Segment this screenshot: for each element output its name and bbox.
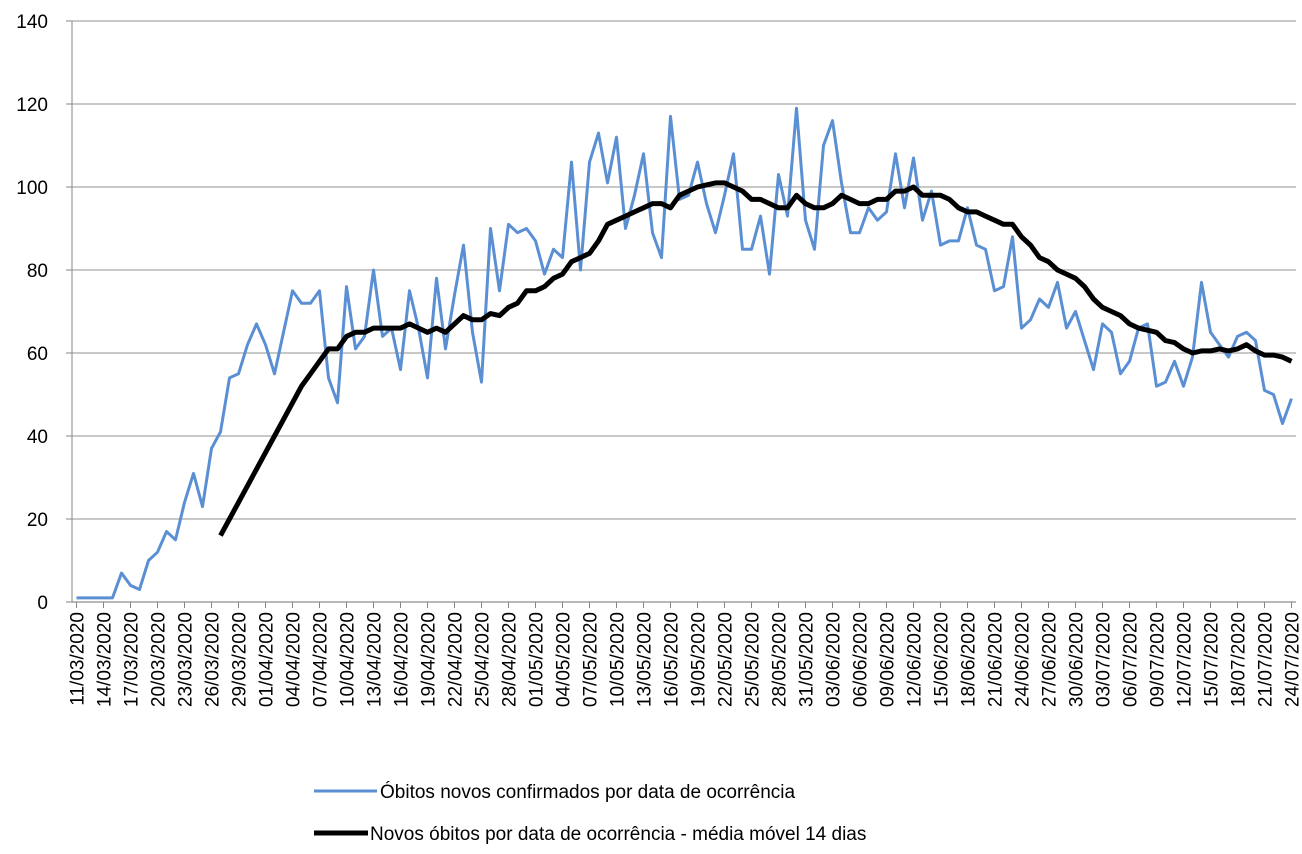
y-tick-label: 100 (16, 178, 48, 199)
x-tick-label: 25/05/2020 (743, 612, 764, 707)
x-tick-label: 10/05/2020 (608, 612, 629, 707)
x-tick-label: 15/07/2020 (1202, 612, 1223, 707)
x-tick-label: 07/05/2020 (581, 612, 602, 707)
x-tick-label: 22/04/2020 (446, 612, 467, 707)
x-tick-label: 30/06/2020 (1067, 612, 1088, 707)
x-tick-label: 10/04/2020 (338, 612, 359, 707)
x-tick-label: 18/07/2020 (1229, 612, 1250, 707)
x-tick-label: 18/06/2020 (959, 612, 980, 707)
x-tick-label: 17/03/2020 (122, 612, 143, 707)
legend-label: Óbitos novos confirmados por data de oco… (380, 781, 795, 803)
x-tick-label: 01/05/2020 (527, 612, 548, 707)
x-tick-label: 04/05/2020 (554, 612, 575, 707)
x-tick-label: 14/03/2020 (95, 612, 116, 707)
x-tick-label: 06/06/2020 (851, 612, 872, 707)
x-tick-label: 27/06/2020 (1040, 612, 1061, 707)
x-tick-label: 09/06/2020 (878, 612, 899, 707)
x-tick-label: 25/04/2020 (473, 612, 494, 707)
x-tick-label: 12/06/2020 (905, 612, 926, 707)
legend-label: Novos óbitos por data de ocorrência - mé… (370, 824, 866, 845)
x-tick-label: 26/03/2020 (203, 612, 224, 707)
x-tick-label: 04/04/2020 (284, 612, 305, 707)
x-tick-label: 21/07/2020 (1256, 612, 1277, 707)
x-tick-label: 21/06/2020 (986, 612, 1007, 707)
x-tick-label: 13/04/2020 (365, 612, 386, 707)
y-tick-label: 60 (27, 344, 48, 365)
x-tick-label: 19/04/2020 (419, 612, 440, 707)
y-tick-label: 80 (27, 261, 48, 282)
x-tick-label: 28/05/2020 (770, 612, 791, 707)
y-tick-label: 40 (27, 427, 48, 448)
x-tick-label: 16/04/2020 (392, 612, 413, 707)
x-tick-label: 16/05/2020 (662, 612, 683, 707)
x-tick-label: 11/03/2020 (68, 612, 89, 706)
x-tick-label: 24/07/2020 (1283, 612, 1302, 707)
x-tick-label: 22/05/2020 (716, 612, 737, 707)
x-tick-label: 03/07/2020 (1094, 612, 1115, 707)
x-tick-label: 15/06/2020 (932, 612, 953, 707)
y-tick-label: 140 (16, 12, 48, 33)
x-tick-label: 06/07/2020 (1121, 612, 1142, 707)
x-tick-label: 31/05/2020 (797, 612, 818, 707)
x-tick-label: 29/03/2020 (230, 612, 251, 707)
x-tick-label: 09/07/2020 (1148, 612, 1169, 707)
x-tick-label: 24/06/2020 (1013, 612, 1034, 707)
y-tick-label: 0 (37, 593, 48, 614)
x-tick-label: 12/07/2020 (1175, 612, 1196, 707)
x-tick-label: 28/04/2020 (500, 612, 521, 707)
x-tick-label: 20/03/2020 (149, 612, 170, 707)
x-tick-label: 19/05/2020 (689, 612, 710, 707)
x-tick-label: 13/05/2020 (635, 612, 656, 707)
x-tick-label: 07/04/2020 (311, 612, 332, 707)
x-tick-label: 03/06/2020 (824, 612, 845, 707)
y-tick-label: 120 (16, 95, 48, 116)
x-tick-label: 01/04/2020 (257, 612, 278, 707)
x-tick-label: 23/03/2020 (176, 612, 197, 707)
y-tick-label: 20 (27, 510, 48, 531)
